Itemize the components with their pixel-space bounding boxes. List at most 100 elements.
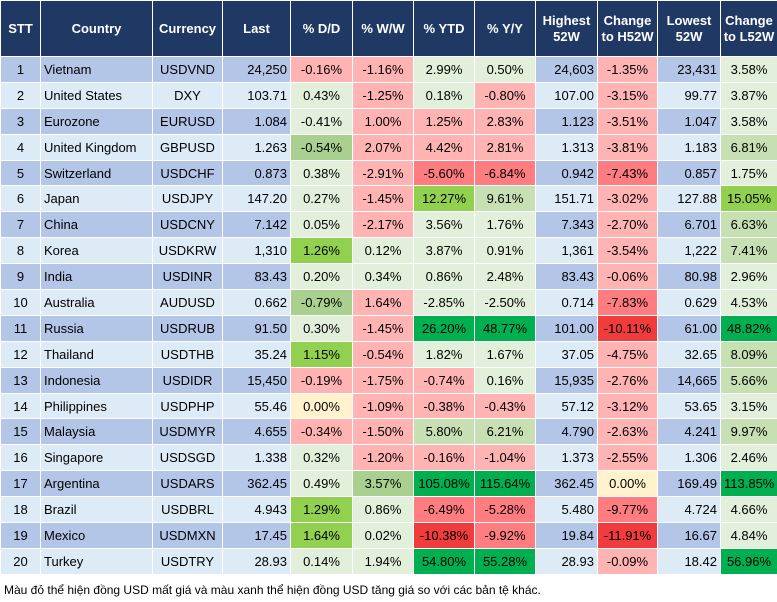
cell-dd: -0.79% [290, 289, 353, 316]
cell-last: 28.93 [222, 547, 291, 575]
table-row: 18 Brazil USDBRL 4.943 1.29% 0.86% -6.49% -5.28… [0, 496, 777, 524]
cell-ww: 0.34% [352, 263, 414, 291]
cell-last: 24,250 [222, 56, 291, 83]
cell-ww: -1.16% [352, 56, 414, 83]
table-row: 2 United States DXY 103.71 0.43% -1.25% 0.18% -… [0, 81, 777, 109]
cell-change-l52w: 7.41% [720, 237, 777, 265]
cell-ww: -1.45% [352, 314, 414, 342]
cell-country: Indonesia [40, 366, 153, 394]
cell-change-l52w: 1.75% [720, 159, 777, 187]
header-ytd: % YTD [413, 0, 475, 57]
table-row: 4 United Kingdom GBPUSD 1.263 -0.54% 2.07% 4.4… [0, 133, 777, 161]
cell-change-h52w: -3.02% [597, 185, 658, 213]
cell-ytd: 2.99% [413, 56, 475, 83]
cell-currency: USDJPY [152, 185, 223, 213]
cell-country: India [40, 263, 153, 291]
cell-change-l52w: 4.84% [720, 522, 777, 549]
cell-dd: 0.14% [290, 547, 353, 575]
cell-country: Korea [40, 237, 153, 265]
cell-low-52w: 0.857 [657, 159, 721, 187]
header-yy: % Y/Y [474, 0, 536, 57]
cell-ww: 0.12% [352, 237, 414, 265]
cell-high-52w: 57.12 [535, 392, 598, 420]
cell-currency: GBPUSD [152, 133, 223, 161]
cell-change-h52w: -3.81% [597, 133, 658, 161]
cell-change-l52w: 8.09% [720, 340, 777, 368]
cell-high-52w: 1.373 [535, 444, 598, 472]
cell-ww: 1.00% [352, 107, 414, 135]
cell-high-52w: 0.942 [535, 159, 598, 187]
header-low-52w: Lowest 52W [657, 0, 721, 57]
table-row: 1 Vietnam USDVND 24,250 -0.16% -1.16% 2.99% 0.5… [0, 56, 777, 83]
cell-low-52w: 16.67 [657, 522, 721, 549]
cell-stt: 14 [0, 392, 41, 420]
cell-ww: -1.20% [352, 444, 414, 472]
cell-dd: 1.26% [290, 237, 353, 265]
cell-low-52w: 127.88 [657, 185, 721, 213]
cell-stt: 17 [0, 470, 41, 498]
cell-dd: 0.00% [290, 392, 353, 420]
cell-ytd: -0.74% [413, 366, 475, 394]
cell-currency: USDKRW [152, 237, 223, 265]
cell-last: 1.263 [222, 133, 291, 161]
cell-country: China [40, 211, 153, 239]
header-high-52w: Highest 52W [535, 0, 598, 57]
cell-ytd: 0.86% [413, 263, 475, 291]
cell-ww: -1.75% [352, 366, 414, 394]
cell-change-h52w: -0.06% [597, 263, 658, 291]
cell-stt: 6 [0, 185, 41, 213]
cell-dd: 0.05% [290, 211, 353, 239]
cell-dd: -0.41% [290, 107, 353, 135]
cell-low-52w: 4.724 [657, 496, 721, 524]
cell-stt: 8 [0, 237, 41, 265]
cell-ytd: 3.56% [413, 211, 475, 239]
cell-last: 91.50 [222, 314, 291, 342]
cell-country: Russia [40, 314, 153, 342]
cell-high-52w: 1.313 [535, 133, 598, 161]
cell-ytd: 4.42% [413, 133, 475, 161]
cell-ytd: 1.25% [413, 107, 475, 135]
cell-ytd: -2.85% [413, 289, 475, 316]
cell-last: 0.873 [222, 159, 291, 187]
cell-dd: -0.34% [290, 418, 353, 446]
cell-change-h52w: -7.83% [597, 289, 658, 316]
cell-low-52w: 4.241 [657, 418, 721, 446]
cell-stt: 7 [0, 211, 41, 239]
cell-low-52w: 6.701 [657, 211, 721, 239]
cell-yy: 1.76% [474, 211, 536, 239]
cell-ytd: 54.80% [413, 547, 475, 575]
table-row: 15 Malaysia USDMYR 4.655 -0.34% -1.50% 5.80% 6.… [0, 418, 777, 446]
cell-ww: -1.50% [352, 418, 414, 446]
cell-country: Brazil [40, 496, 153, 524]
cell-currency: USDARS [152, 470, 223, 498]
cell-country: Argentina [40, 470, 153, 498]
cell-stt: 11 [0, 314, 41, 342]
cell-high-52w: 37.05 [535, 340, 598, 368]
cell-country: Vietnam [40, 56, 153, 83]
cell-country: Switzerland [40, 159, 153, 187]
cell-currency: USDCNY [152, 211, 223, 239]
cell-currency: USDPHP [152, 392, 223, 420]
header-stt: STT [0, 0, 41, 57]
cell-ytd: -6.49% [413, 496, 475, 524]
cell-change-h52w: -7.43% [597, 159, 658, 187]
cell-yy: 0.16% [474, 366, 536, 394]
cell-yy: 0.50% [474, 56, 536, 83]
cell-change-l52w: 4.66% [720, 496, 777, 524]
cell-low-52w: 32.65 [657, 340, 721, 368]
cell-low-52w: 169.49 [657, 470, 721, 498]
cell-stt: 19 [0, 522, 41, 549]
cell-dd: 1.64% [290, 522, 353, 549]
cell-change-h52w: -4.75% [597, 340, 658, 368]
cell-country: Mexico [40, 522, 153, 549]
cell-ww: 1.94% [352, 547, 414, 575]
cell-country: Japan [40, 185, 153, 213]
cell-country: Thailand [40, 340, 153, 368]
cell-ytd: 12.27% [413, 185, 475, 213]
cell-change-l52w: 5.66% [720, 366, 777, 394]
cell-yy: 2.81% [474, 133, 536, 161]
cell-yy: 2.83% [474, 107, 536, 135]
table-row: 7 China USDCNY 7.142 0.05% -2.17% 3.56% 1.76% 7.… [0, 211, 777, 239]
cell-currency: AUDUSD [152, 289, 223, 316]
cell-dd: 1.15% [290, 340, 353, 368]
